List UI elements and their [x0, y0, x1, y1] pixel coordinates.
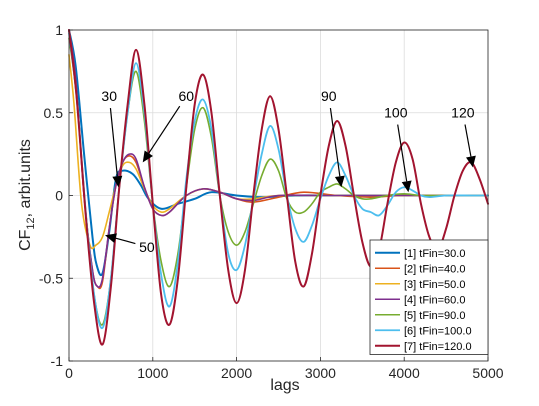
x-tick-label: 5000	[472, 365, 503, 381]
annotation-label: 120	[451, 105, 475, 121]
y-tick-label: 0	[55, 188, 63, 204]
legend-entry: [4] tFin=60.0	[404, 294, 465, 306]
x-tick-label: 4000	[389, 365, 420, 381]
legend: [1] tFin=30.0 [2] tFin=40.0 [3] tFin=50.0 […	[369, 239, 489, 355]
legend-entry: [1] tFin=30.0	[404, 248, 465, 260]
y-tick-label: -0.5	[39, 270, 63, 286]
annotation-arrow-head	[334, 175, 345, 188]
x-tick-label: 3000	[305, 365, 336, 381]
legend-box	[369, 239, 489, 355]
annotation-label: 50	[139, 239, 155, 255]
annotation-label: 30	[101, 88, 117, 104]
legend-entry: [2] tFin=40.0	[404, 263, 465, 275]
legend-entry: [3] tFin=50.0	[404, 279, 465, 291]
annotation-arrow-head	[112, 175, 123, 188]
annotation-arrow-shaft	[148, 105, 181, 154]
annotation-arrow-shaft	[115, 237, 136, 245]
annotation-label: 60	[179, 88, 195, 104]
y-tick-label: 0.5	[44, 105, 64, 121]
legend-entry: [7] tFin=120.0	[404, 341, 472, 353]
series-line-7	[68, 29, 489, 346]
annotation-arrow-shaft	[329, 107, 341, 177]
annotation-arrow-shaft	[109, 108, 118, 177]
x-tick-label: 2000	[221, 365, 252, 381]
annotation-arrow-head	[105, 233, 117, 243]
y-tick-label: -1	[51, 353, 64, 369]
x-tick-label: 1000	[137, 365, 168, 381]
legend-entry: [5] tFin=90.0	[404, 310, 465, 322]
annotation-label: 90	[321, 88, 337, 104]
annotation-arrow-shaft	[397, 124, 408, 182]
annotation-arrow-head	[401, 180, 412, 193]
y-axis-label: CF12, arbit.units	[17, 139, 37, 251]
annotation-label: 100	[384, 105, 408, 121]
y-tick-label: 1	[55, 22, 63, 38]
series-lines	[68, 29, 489, 346]
annotations: 30 60 50 90 100 120	[101, 88, 476, 255]
annotation-arrow-head	[142, 150, 153, 163]
axis-ticks: 0 1000 2000 3000 4000 5000 -1 -0.5 0 0.5 1	[39, 22, 504, 381]
legend-entry: [6] tFin=100.0	[404, 325, 472, 337]
x-tick-label: 0	[65, 365, 73, 381]
x-axis-label: lags	[270, 377, 299, 394]
annotation-arrow-head	[466, 155, 476, 168]
annotation-arrow-shaft	[464, 124, 472, 157]
